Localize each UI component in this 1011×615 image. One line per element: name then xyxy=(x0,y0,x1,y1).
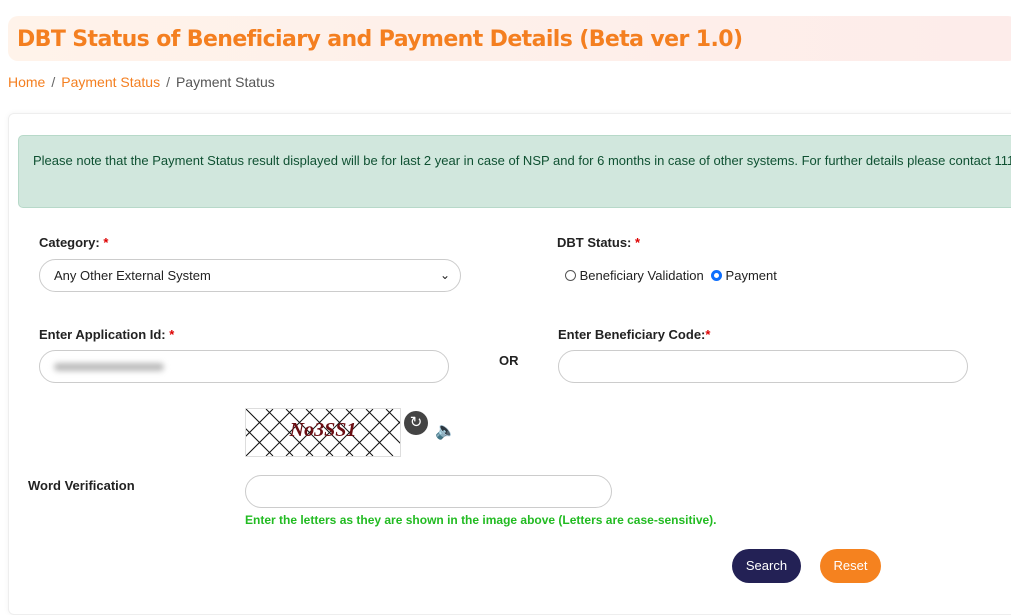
reset-button[interactable]: Reset xyxy=(820,549,881,583)
beneficiary-code-label-text: Enter Beneficiary Code: xyxy=(558,327,706,342)
breadcrumb-current: Payment Status xyxy=(175,74,275,90)
application-id-input[interactable] xyxy=(39,350,449,383)
captcha-hint: Enter the letters as they are shown in t… xyxy=(245,513,717,527)
breadcrumb-separator: / xyxy=(51,74,56,90)
blurred-value xyxy=(54,363,164,371)
radio-beneficiary-validation[interactable] xyxy=(565,270,576,281)
breadcrumb-home[interactable]: Home xyxy=(8,74,46,90)
category-label-text: Category: xyxy=(39,235,100,250)
breadcrumb: Home / Payment Status / Payment Status xyxy=(8,74,275,90)
chevron-down-icon: ⌄ xyxy=(439,268,450,282)
captcha-text: No3SS1 xyxy=(289,419,357,441)
word-verification-label: Word Verification xyxy=(28,478,135,493)
word-verification-input[interactable] xyxy=(245,475,612,508)
application-id-label: Enter Application Id: * xyxy=(39,327,174,342)
speaker-icon[interactable]: 🔈 xyxy=(435,421,457,440)
required-marker: * xyxy=(169,327,175,342)
required-marker: * xyxy=(103,235,109,250)
application-id-label-text: Enter Application Id: xyxy=(39,327,166,342)
dbt-status-radios: Beneficiary Validation Payment xyxy=(565,268,777,283)
page-title: DBT Status of Beneficiary and Payment De… xyxy=(17,27,743,52)
search-button[interactable]: Search xyxy=(732,549,801,583)
dbt-status-label: DBT Status: * xyxy=(557,235,640,250)
info-alert: Please note that the Payment Status resu… xyxy=(18,135,1011,208)
breadcrumb-payment-status[interactable]: Payment Status xyxy=(61,74,161,90)
dbt-status-label-text: DBT Status: xyxy=(557,235,632,250)
alert-text: Please note that the Payment Status resu… xyxy=(33,153,1011,168)
radio-label[interactable]: Payment xyxy=(725,268,777,283)
required-marker: * xyxy=(705,327,711,342)
title-bar xyxy=(8,16,1011,61)
or-label: OR xyxy=(499,353,519,368)
beneficiary-code-label: Enter Beneficiary Code:* xyxy=(558,327,710,342)
refresh-captcha-icon[interactable]: ↻ xyxy=(404,411,428,435)
captcha-image: No3SS1 xyxy=(245,408,401,457)
category-label: Category: * xyxy=(39,235,108,250)
captcha-pattern xyxy=(246,409,400,456)
radio-label[interactable]: Beneficiary Validation xyxy=(579,268,704,283)
radio-payment[interactable] xyxy=(710,270,722,281)
category-selected: Any Other External System xyxy=(54,268,211,283)
breadcrumb-separator: / xyxy=(166,74,170,90)
required-marker: * xyxy=(635,235,641,250)
beneficiary-code-input[interactable] xyxy=(558,350,968,383)
category-select[interactable]: Any Other External System ⌄ xyxy=(39,259,461,292)
